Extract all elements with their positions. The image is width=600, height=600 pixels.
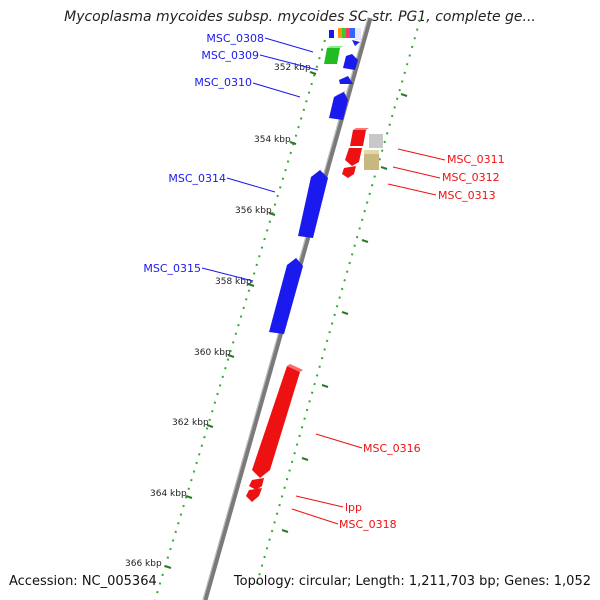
gene-msc-0318[interactable] (246, 488, 262, 502)
accession-text: Accession: NC_005364 (9, 574, 157, 589)
tick-label: 356 kbp (235, 206, 272, 216)
gene-msc-0313[interactable] (342, 166, 356, 178)
forward-gene-labels: MSC_0308 MSC_0309 MSC_0310 MSC_0314 MSC_… (143, 32, 264, 275)
outer-major-ticks (281, 93, 408, 533)
tick-label: 366 kbp (125, 559, 162, 569)
gene-msc-0309[interactable] (324, 46, 343, 64)
reverse-label-leaders (291, 148, 446, 525)
tick-labels: 352 kbp 354 kbp 356 kbp 358 kbp 360 kbp … (125, 63, 311, 569)
tick-label: 358 kbp (215, 277, 252, 287)
gene-label-msc-0315[interactable]: MSC_0315 (143, 262, 201, 275)
tick-label: 360 kbp (194, 348, 231, 358)
gene-msc-0311[interactable] (350, 128, 383, 148)
gene-lpp[interactable] (249, 478, 264, 490)
inner-major-ticks (164, 71, 317, 569)
tick-label: 354 kbp (254, 135, 291, 145)
gene-label-msc-0309[interactable]: MSC_0309 (201, 49, 259, 62)
top-feature-cluster[interactable] (338, 28, 361, 46)
topology-text: Topology: circular; Length: 1,211,703 bp… (233, 574, 591, 589)
gene-msc-0309b[interactable] (343, 54, 358, 70)
inner-tick-track (154, 39, 326, 600)
gene-msc-0308[interactable] (329, 30, 334, 38)
gene-label-msc-0308[interactable]: MSC_0308 (206, 32, 264, 45)
gene-label-msc-0311[interactable]: MSC_0311 (447, 153, 505, 166)
gene-label-msc-0312[interactable]: MSC_0312 (442, 171, 500, 184)
gene-msc-0315[interactable] (269, 256, 303, 334)
tick-label: 352 kbp (274, 63, 311, 73)
gene-label-msc-0316[interactable]: MSC_0316 (363, 442, 421, 455)
gene-label-msc-0318[interactable]: MSC_0318 (339, 518, 397, 531)
gene-msc-0314[interactable] (298, 168, 328, 238)
gene-msc-0310[interactable] (329, 76, 353, 120)
gene-label-msc-0313[interactable]: MSC_0313 (438, 189, 496, 202)
gene-label-msc-0314[interactable]: MSC_0314 (168, 172, 226, 185)
reverse-gene-labels: MSC_0311 MSC_0312 MSC_0313 MSC_0316 lpp … (339, 153, 505, 531)
gene-label-lpp[interactable]: lpp (345, 501, 362, 514)
map-title: Mycoplasma mycoides subsp. mycoides SC s… (64, 9, 536, 25)
gene-label-msc-0310[interactable]: MSC_0310 (194, 76, 252, 89)
forward-label-leaders (201, 37, 319, 282)
tick-label: 364 kbp (150, 489, 187, 499)
gene-msc-0312[interactable] (345, 148, 379, 170)
gene-msc-0316[interactable] (252, 364, 303, 478)
tick-label: 362 kbp (172, 418, 209, 428)
